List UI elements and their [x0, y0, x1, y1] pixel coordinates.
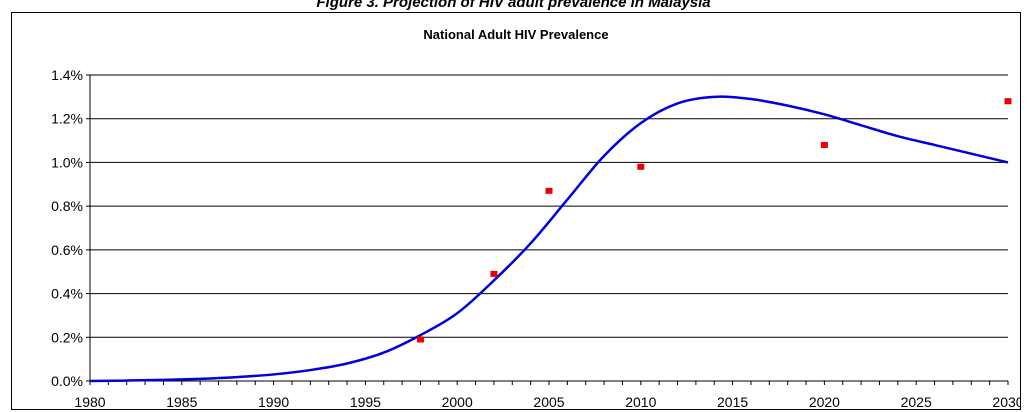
x-tick-label: 2015 [717, 394, 748, 409]
figure-title: Figure 3. Projection of HIV adult preval… [316, 0, 711, 11]
data-point [820, 141, 828, 148]
y-tick-label: 1.2% [51, 111, 83, 127]
y-tick-label: 0.0% [51, 373, 83, 389]
x-tick-label: 2025 [901, 394, 932, 409]
y-tick-label: 0.4% [51, 286, 83, 302]
x-tick-label: 2020 [809, 394, 840, 409]
x-tick-label: 2030 [992, 394, 1020, 409]
y-axis-tick-labels: 0.0% 0.2% 0.4% 0.6% 0.8% 1.0% 1.2% 1.4% [51, 67, 83, 389]
gridlines [90, 74, 1008, 338]
x-tick-label: 2010 [625, 394, 656, 409]
x-tick-label: 2000 [442, 394, 473, 409]
x-tick-label: 1995 [350, 394, 381, 409]
projection-line [89, 95, 1009, 383]
y-tick-label: 0.8% [51, 198, 83, 214]
axes [86, 74, 1009, 385]
y-tick-label: 0.6% [51, 242, 83, 258]
x-tick-label: 1980 [74, 394, 105, 409]
data-point [490, 270, 498, 277]
chart-title: National Adult HIV Prevalence [423, 27, 608, 42]
data-point [416, 336, 424, 343]
x-axis-tick-labels: 1980 1985 1990 1995 2000 2005 2010 2015 2020 2025… [74, 394, 1020, 409]
chart-frame: National Adult HIV Prevalence 0.0% 0.2% 0.… [11, 12, 1021, 410]
data-point [637, 163, 645, 170]
y-tick-label: 0.2% [51, 329, 83, 345]
x-tick-label: 2005 [533, 394, 564, 409]
data-point [1004, 98, 1012, 105]
x-tick-label: 1990 [258, 394, 289, 409]
x-tick-label: 1985 [166, 394, 197, 409]
y-tick-label: 1.4% [51, 67, 83, 83]
data-point [545, 187, 553, 194]
y-tick-label: 1.0% [51, 154, 83, 170]
series [89, 95, 1012, 383]
line-chart: National Adult HIV Prevalence 0.0%0.2%0.… [51, 27, 1020, 409]
